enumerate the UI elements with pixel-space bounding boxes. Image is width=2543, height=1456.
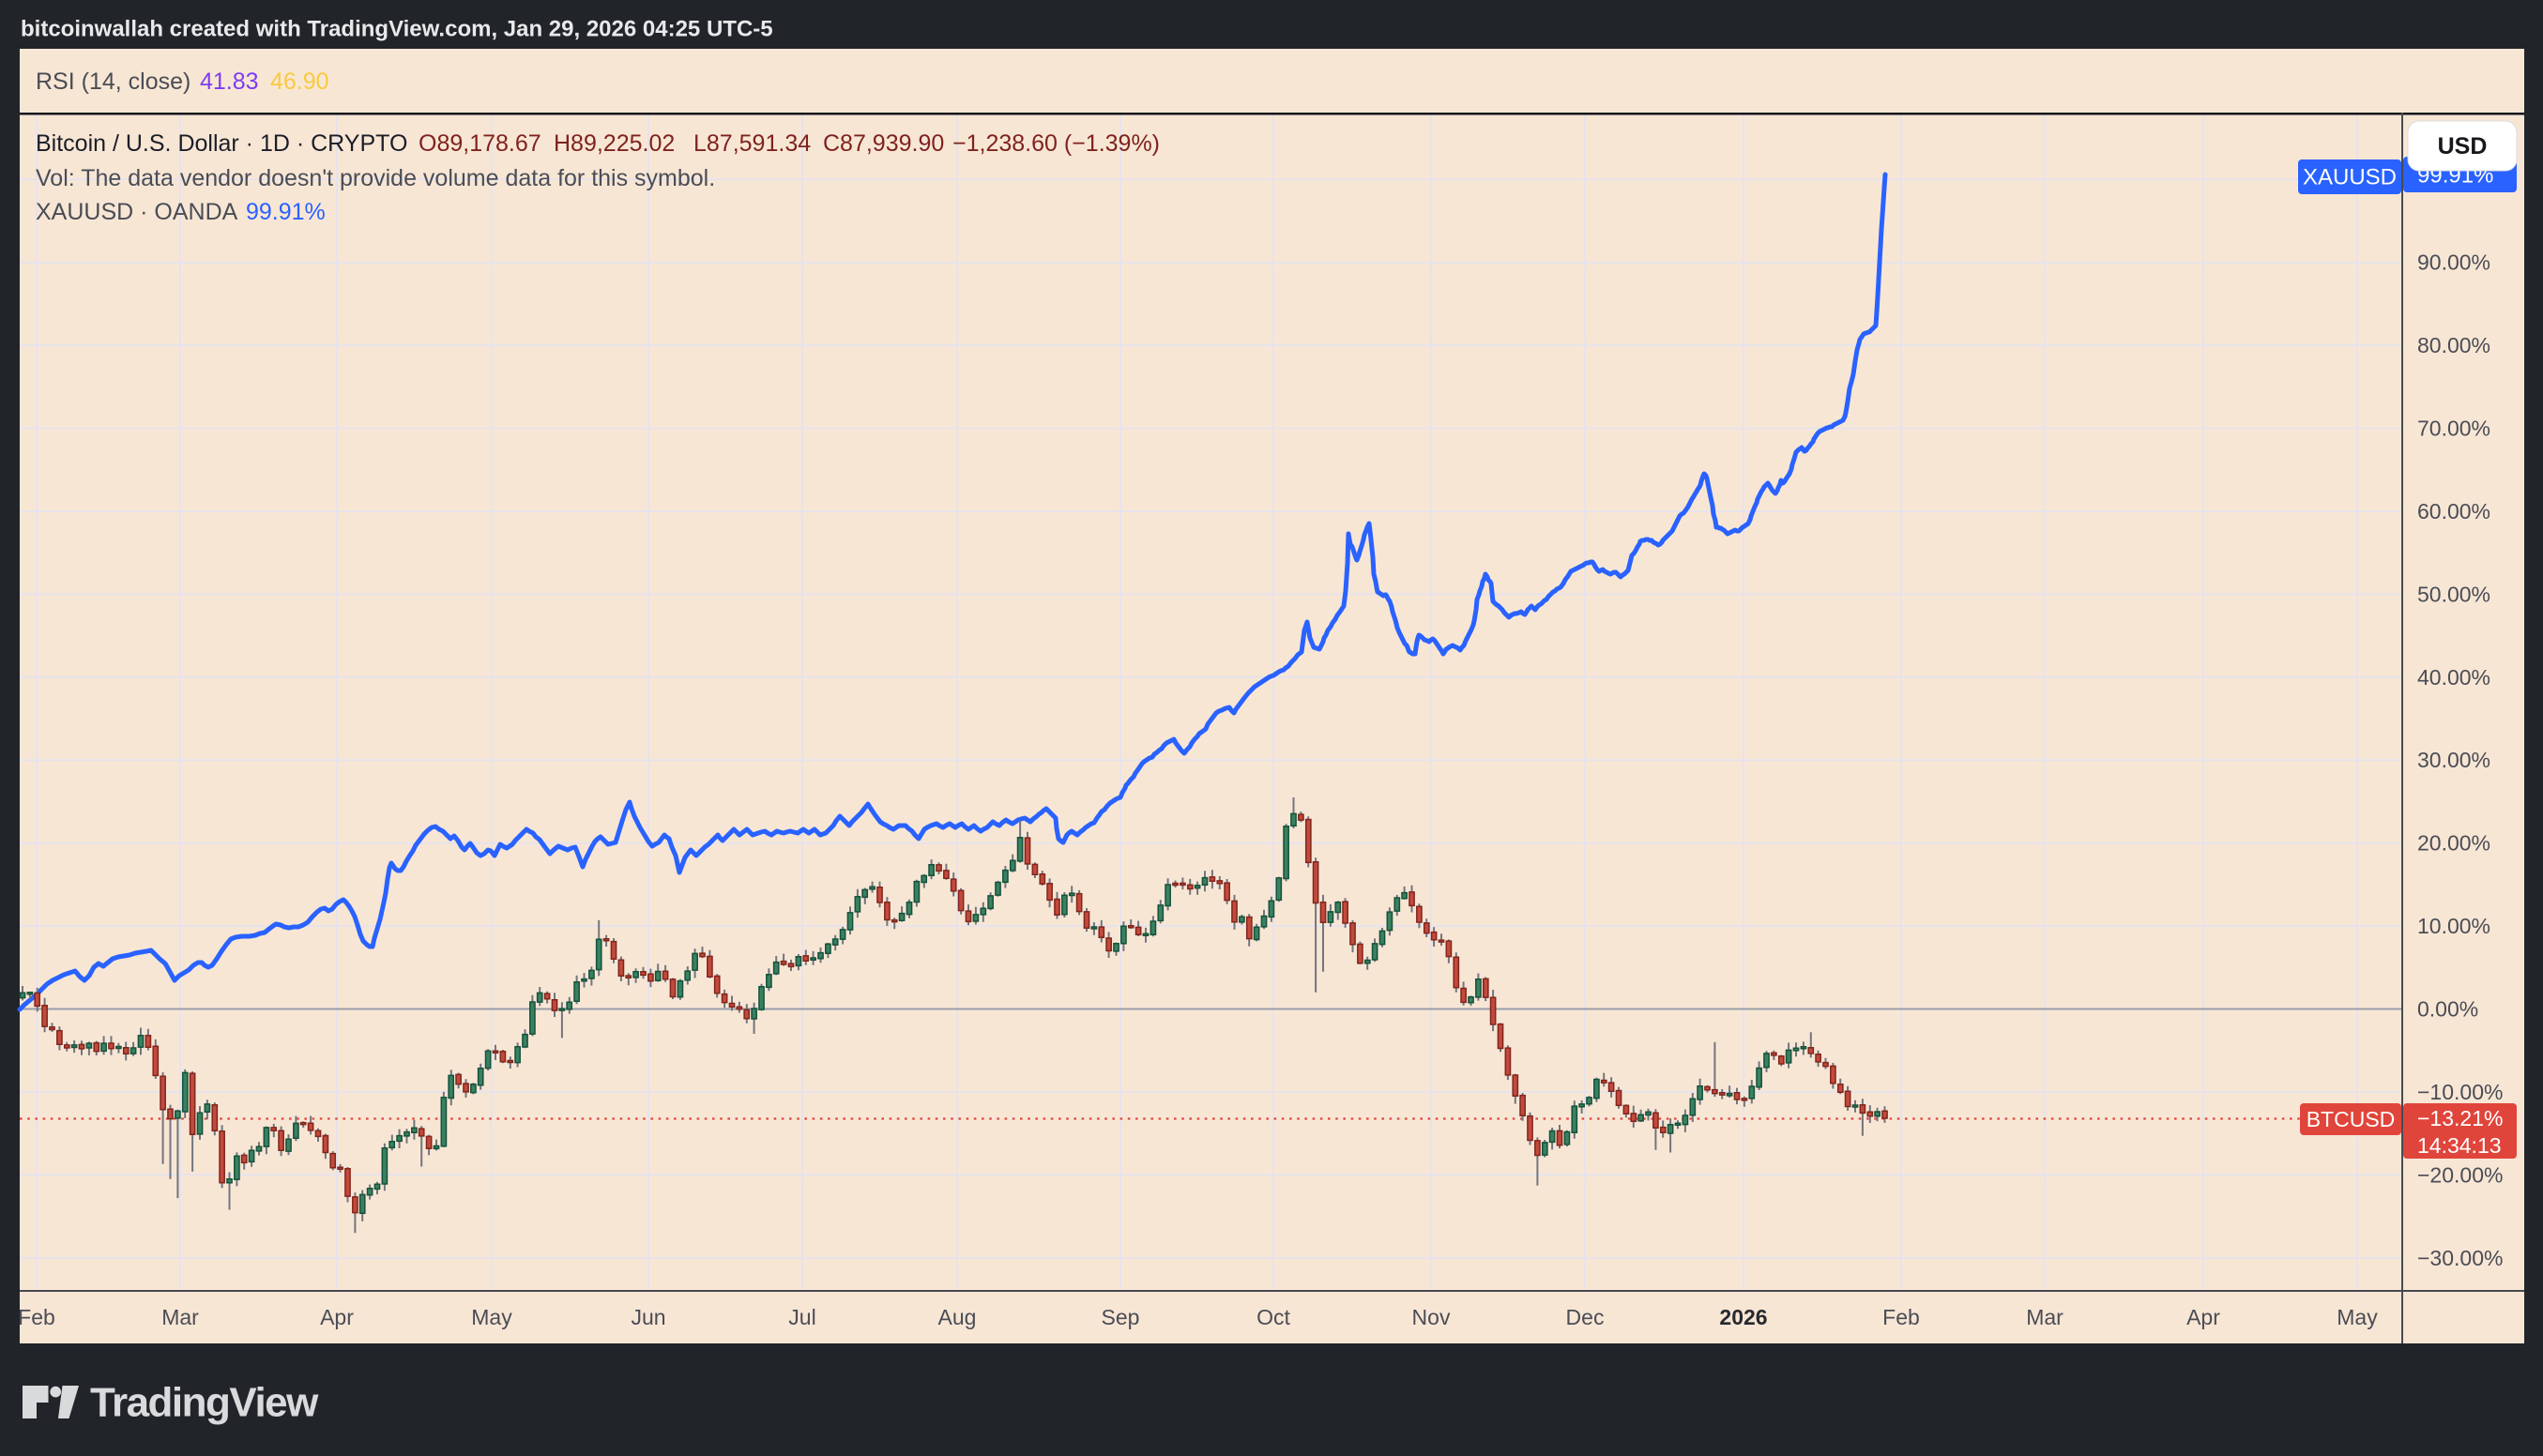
svg-text:Jun: Jun: [631, 1305, 665, 1329]
svg-text:−1,238.60 (−1.39%): −1,238.60 (−1.39%): [952, 130, 1160, 157]
svg-text:−20.00%: −20.00%: [2417, 1162, 2503, 1187]
svg-text:99.91%: 99.91%: [246, 199, 326, 225]
svg-text:Bitcoin / U.S. Dollar · 1D · C: Bitcoin / U.S. Dollar · 1D · CRYPTO: [36, 130, 407, 157]
svg-text:Nov: Nov: [1412, 1305, 1451, 1329]
svg-text:14:34:13: 14:34:13: [2417, 1133, 2502, 1158]
svg-text:10.00%: 10.00%: [2417, 914, 2490, 938]
svg-text:bitcoinwallah created with Tra: bitcoinwallah created with TradingView.c…: [21, 17, 773, 42]
svg-text:May: May: [2337, 1305, 2378, 1329]
svg-text:46.90: 46.90: [270, 68, 329, 95]
svg-text:80.00%: 80.00%: [2417, 333, 2490, 357]
svg-text:Mar: Mar: [2026, 1305, 2063, 1329]
svg-text:USD: USD: [2438, 133, 2488, 159]
svg-text:70.00%: 70.00%: [2417, 417, 2490, 441]
svg-text:50.00%: 50.00%: [2417, 582, 2490, 606]
svg-text:Mar: Mar: [161, 1305, 199, 1329]
svg-text:Aug: Aug: [938, 1305, 977, 1329]
svg-text:Jul: Jul: [788, 1305, 815, 1329]
svg-text:RSI (14, close): RSI (14, close): [36, 68, 190, 95]
svg-text:BTCUSD: BTCUSD: [2307, 1107, 2396, 1131]
svg-text:Apr: Apr: [320, 1305, 354, 1329]
svg-text:0.00%: 0.00%: [2417, 997, 2478, 1022]
svg-text:−30.00%: −30.00%: [2417, 1246, 2503, 1270]
svg-text:−10.00%: −10.00%: [2417, 1080, 2503, 1104]
svg-text:XAUUSD · OANDA: XAUUSD · OANDA: [36, 199, 238, 225]
svg-text:20.00%: 20.00%: [2417, 831, 2490, 856]
svg-text:Feb: Feb: [18, 1305, 55, 1329]
svg-text:TradingView: TradingView: [90, 1380, 319, 1426]
svg-text:60.00%: 60.00%: [2417, 499, 2490, 523]
svg-text:30.00%: 30.00%: [2417, 748, 2490, 772]
svg-text:Vol: The data vendor doesn't p: Vol: The data vendor doesn't provide vol…: [36, 165, 715, 191]
svg-text:O89,178.67: O89,178.67: [419, 130, 541, 157]
svg-text:2026: 2026: [1719, 1305, 1767, 1329]
svg-text:41.83: 41.83: [200, 68, 259, 95]
svg-text:C87,939.90: C87,939.90: [823, 130, 944, 157]
svg-text:Feb: Feb: [1882, 1305, 1920, 1329]
svg-text:H89,225.02: H89,225.02: [554, 130, 675, 157]
svg-text:−13.21%: −13.21%: [2417, 1106, 2503, 1130]
svg-text:L87,591.34: L87,591.34: [693, 130, 811, 157]
svg-text:May: May: [471, 1305, 512, 1329]
svg-text:90.00%: 90.00%: [2417, 250, 2490, 275]
svg-text:Oct: Oct: [1256, 1305, 1290, 1329]
svg-text:Dec: Dec: [1566, 1305, 1605, 1329]
svg-text:XAUUSD: XAUUSD: [2303, 165, 2397, 190]
svg-text:Apr: Apr: [2186, 1305, 2220, 1329]
svg-text:40.00%: 40.00%: [2417, 665, 2490, 690]
svg-text:Sep: Sep: [1102, 1305, 1140, 1329]
